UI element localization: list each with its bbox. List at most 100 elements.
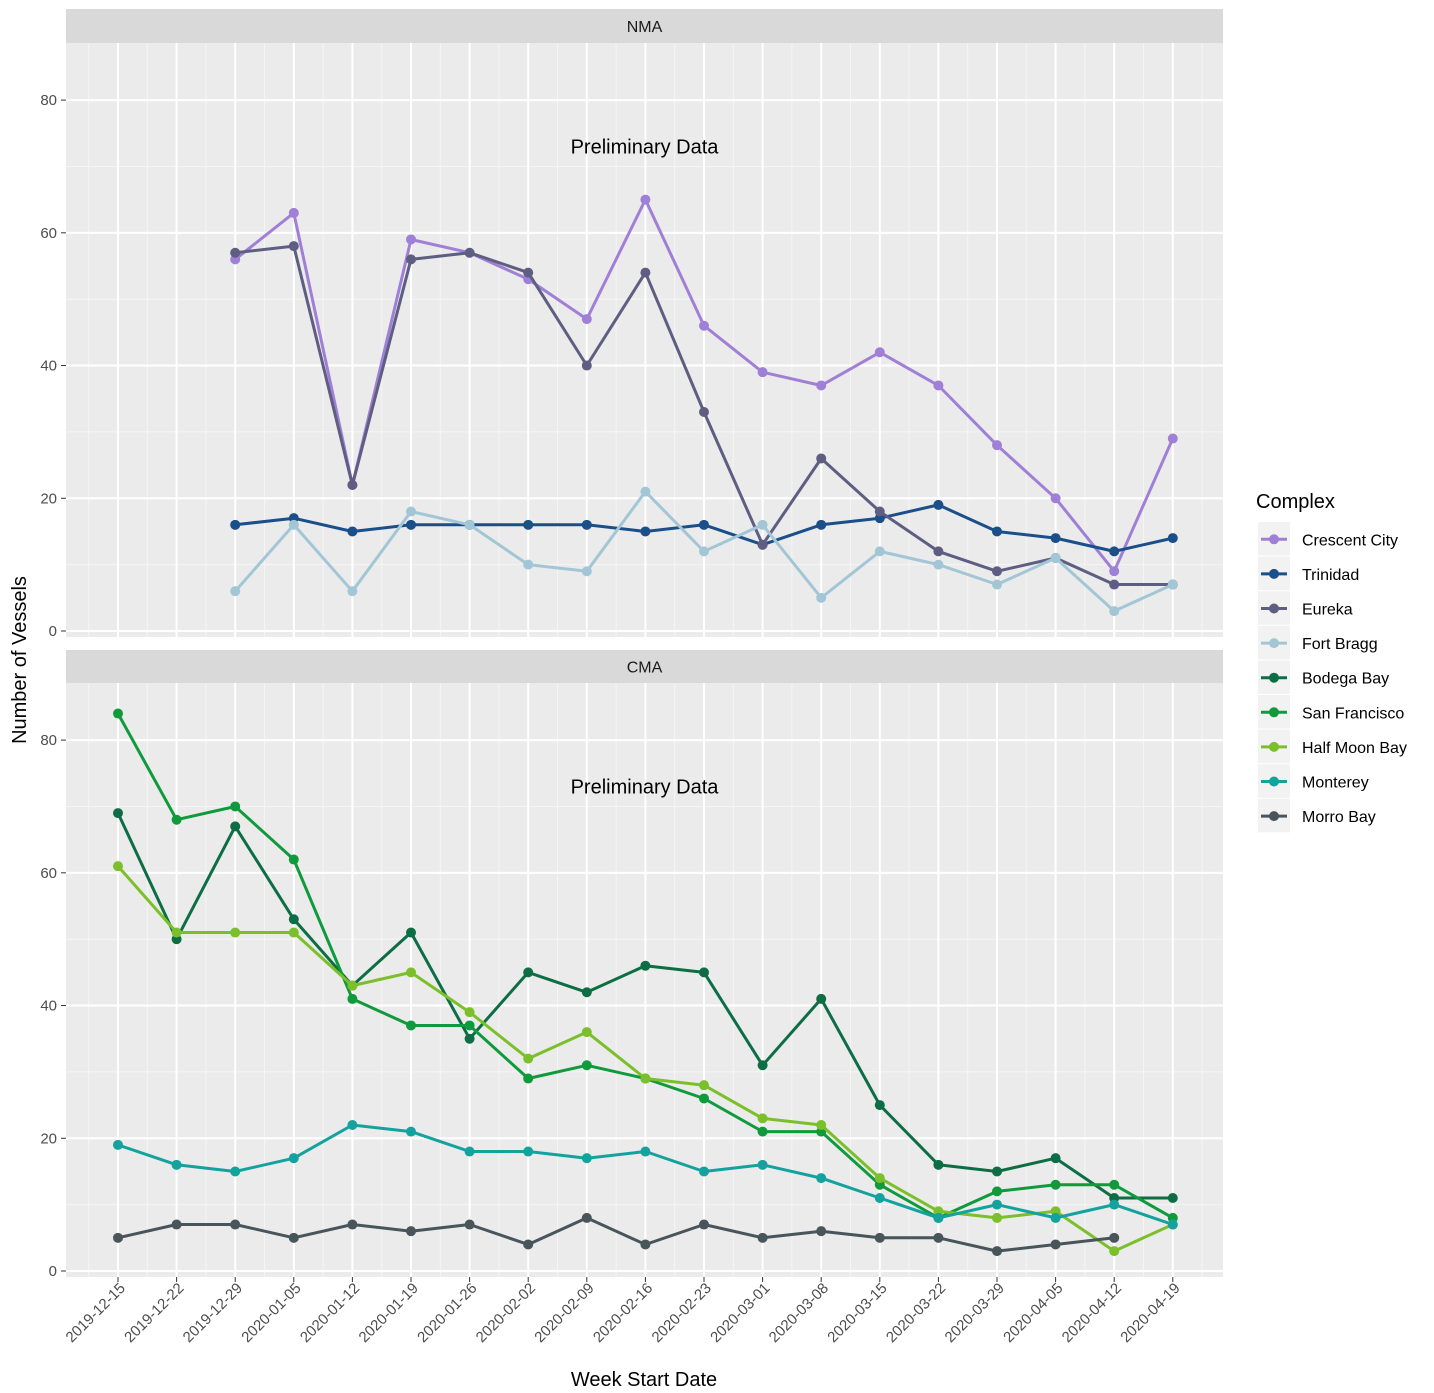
legend-label: Monterey xyxy=(1302,775,1369,792)
data-point xyxy=(699,967,709,978)
data-point xyxy=(523,967,534,978)
y-tick-label: 80 xyxy=(40,92,57,109)
legend-key-point xyxy=(1269,672,1279,683)
y-tick-label: 40 xyxy=(40,358,57,375)
data-point xyxy=(406,506,416,517)
legend-label: Eureka xyxy=(1302,602,1353,619)
data-point xyxy=(1167,433,1178,444)
data-point xyxy=(230,519,241,530)
x-tick-label: 2020-01-19 xyxy=(356,1280,422,1346)
data-point xyxy=(581,314,592,325)
data-point xyxy=(992,440,1002,451)
data-point xyxy=(699,546,709,557)
legend-label: Trinidad xyxy=(1302,567,1359,584)
legend: Complex Crescent City Trinidad Eureka Fort … xyxy=(1256,491,1407,833)
data-point xyxy=(933,380,944,391)
data-point xyxy=(757,1159,768,1170)
x-tick-label: 2020-02-02 xyxy=(473,1280,539,1346)
data-point xyxy=(933,1159,944,1170)
x-tick-label: 2020-03-01 xyxy=(707,1280,773,1346)
x-tick-label: 2020-03-15 xyxy=(824,1280,890,1346)
legend-item-morro-bay: Morro Bay xyxy=(1258,798,1376,833)
data-point xyxy=(992,1166,1002,1177)
data-point xyxy=(699,1093,709,1104)
data-point xyxy=(406,234,416,245)
series-monterey xyxy=(113,1120,1178,1230)
data-point xyxy=(523,267,534,278)
data-point xyxy=(874,347,885,358)
data-point xyxy=(347,1120,358,1130)
data-point xyxy=(816,1120,827,1130)
data-point xyxy=(1109,1246,1120,1257)
legend-key-point xyxy=(1269,741,1279,752)
data-point xyxy=(1109,566,1120,577)
data-point xyxy=(757,539,768,550)
data-point xyxy=(406,254,416,265)
data-point xyxy=(1050,1212,1061,1223)
data-point xyxy=(347,980,358,991)
data-point xyxy=(230,1166,241,1177)
data-point xyxy=(933,546,944,557)
data-point xyxy=(406,967,416,978)
data-point xyxy=(113,708,123,719)
y-tick-label: 40 xyxy=(40,998,57,1015)
data-point xyxy=(347,993,358,1004)
data-point xyxy=(816,592,827,603)
y-tick-label: 20 xyxy=(40,1130,57,1147)
legend-key-point xyxy=(1269,603,1279,614)
legend-title: Complex xyxy=(1256,491,1335,513)
strip-label: CMA xyxy=(627,660,663,677)
y-tick-label: 60 xyxy=(40,865,57,882)
data-point xyxy=(816,453,827,464)
x-tick-label: 2020-02-09 xyxy=(531,1280,597,1346)
series-half-moon-bay xyxy=(113,861,1178,1257)
data-point xyxy=(464,1007,475,1018)
data-point xyxy=(699,1080,709,1091)
data-point xyxy=(523,1073,534,1084)
data-point xyxy=(1109,1179,1120,1190)
data-point xyxy=(992,579,1002,590)
data-point xyxy=(816,519,827,530)
legend-key-point xyxy=(1269,811,1279,822)
data-point xyxy=(347,586,358,597)
x-tick-label: 2020-04-19 xyxy=(1117,1280,1183,1346)
data-point xyxy=(523,559,534,570)
panel-nma: NMA 0 20 40 60 80 Preliminary Data xyxy=(40,9,1223,640)
strip-background xyxy=(66,650,1223,683)
data-point xyxy=(113,861,123,872)
data-point xyxy=(171,814,182,825)
data-point xyxy=(523,1053,534,1064)
strip-background xyxy=(66,9,1223,43)
data-point xyxy=(992,1212,1002,1223)
y-tick-label: 60 xyxy=(40,225,57,242)
data-point xyxy=(523,519,534,530)
data-point xyxy=(992,1186,1002,1197)
data-point xyxy=(992,1199,1002,1210)
data-point xyxy=(113,1232,123,1243)
data-point xyxy=(699,320,709,331)
data-point xyxy=(1167,1193,1178,1203)
strip-label: NMA xyxy=(627,19,663,36)
data-point xyxy=(171,1219,182,1230)
series-bodega-bay xyxy=(113,808,1178,1203)
data-point xyxy=(816,1226,827,1237)
legend-label: Crescent City xyxy=(1302,532,1398,549)
legend-item-fort-bragg: Fort Bragg xyxy=(1258,625,1378,660)
data-point xyxy=(933,1212,944,1223)
data-point xyxy=(464,247,475,258)
x-tick-label: 2019-12-29 xyxy=(180,1280,246,1346)
legend-item-bodega-bay: Bodega Bay xyxy=(1258,660,1389,694)
y-tick-label: 80 xyxy=(40,732,57,749)
data-point xyxy=(1050,533,1061,544)
data-point xyxy=(464,1146,475,1157)
x-tick-label: 2020-04-05 xyxy=(1000,1280,1066,1346)
legend-item-san-francisco: San Francisco xyxy=(1258,695,1404,729)
data-point xyxy=(288,1232,299,1243)
data-point xyxy=(581,519,592,530)
data-point xyxy=(171,927,182,938)
data-point xyxy=(171,1159,182,1170)
data-point xyxy=(230,1219,241,1230)
data-point xyxy=(581,1060,592,1071)
data-point xyxy=(406,1226,416,1237)
